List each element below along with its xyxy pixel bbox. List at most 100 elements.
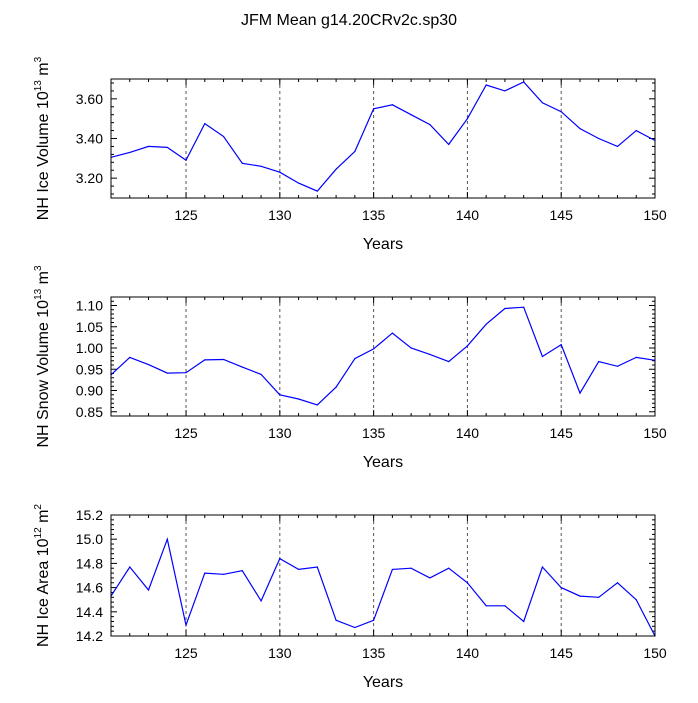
- x-tick-label: 145: [550, 645, 574, 661]
- x-tick-label: 130: [268, 425, 292, 441]
- x-tick-label: 135: [362, 425, 386, 441]
- data-point: [129, 151, 131, 153]
- y-tick-label: 1.00: [76, 340, 103, 356]
- data-point: [598, 137, 600, 140]
- data-point: [598, 596, 600, 598]
- data-point: [204, 572, 206, 574]
- data-point: [279, 171, 281, 173]
- data-point: [222, 358, 225, 361]
- data-point: [354, 626, 356, 629]
- data-point: [222, 135, 225, 138]
- data-point: [185, 159, 187, 161]
- y-tick-label: 3.60: [76, 91, 103, 107]
- data-point: [373, 108, 375, 110]
- data-point: [635, 356, 637, 358]
- data-point: [129, 566, 131, 568]
- data-point: [129, 356, 131, 358]
- data-point: [541, 566, 544, 568]
- x-tick-label: 135: [362, 207, 386, 223]
- y-tick-label: 14.6: [76, 580, 103, 596]
- data-point: [485, 84, 487, 86]
- x-tick-label: 130: [268, 207, 292, 223]
- data-point: [410, 567, 412, 569]
- data-point: [204, 123, 206, 125]
- y-tick-label: 1.10: [76, 298, 103, 314]
- data-point: [185, 372, 187, 374]
- x-axis-title: Years: [363, 236, 403, 253]
- x-tick-label: 150: [643, 207, 667, 223]
- data-point: [448, 567, 450, 569]
- data-point: [241, 162, 243, 164]
- data-point: [260, 600, 262, 602]
- data-point: [279, 557, 281, 560]
- data-point: [204, 359, 206, 361]
- data-point: [391, 332, 393, 334]
- x-tick-label: 150: [643, 645, 667, 661]
- x-tick-label: 150: [643, 425, 667, 441]
- data-point: [147, 589, 150, 591]
- x-tick-label: 135: [362, 645, 386, 661]
- data-point: [560, 111, 562, 113]
- y-tick-label: 15.0: [76, 531, 103, 547]
- data-point: [466, 582, 469, 584]
- series-line: [110, 537, 656, 637]
- data-point: [616, 365, 619, 367]
- data-point: [410, 347, 412, 349]
- x-tick-label: 130: [268, 645, 292, 661]
- data-point: [316, 566, 318, 568]
- data-point: [373, 348, 375, 350]
- y-axis-title: NH Ice Volume 1013 m3: [33, 56, 52, 220]
- data-point: [541, 355, 544, 358]
- data-point: [166, 538, 168, 540]
- data-point: [635, 129, 637, 132]
- data-point: [504, 307, 506, 310]
- data-point: [579, 127, 581, 130]
- data-point: [448, 361, 450, 363]
- data-point: [616, 582, 619, 584]
- data-point: [166, 372, 168, 374]
- data-point: [579, 392, 581, 394]
- data-point: [523, 81, 525, 83]
- series-line: [110, 81, 656, 192]
- x-tick-label: 140: [456, 207, 480, 223]
- x-tick-label: 140: [456, 425, 480, 441]
- data-point: [335, 168, 337, 170]
- data-point: [335, 619, 337, 621]
- data-point: [541, 102, 544, 104]
- data-point: [147, 363, 150, 366]
- panels: 3.20 3.40 3.60 125 130 135 140 145 150 Years NH Ic…: [33, 56, 667, 691]
- data-point: [391, 568, 393, 571]
- data-point: [335, 386, 337, 388]
- data-point: [222, 573, 225, 575]
- data-point: [297, 182, 300, 184]
- y-tick-label: 0.90: [76, 383, 103, 399]
- data-point: [635, 599, 637, 601]
- x-tick-label: 125: [174, 645, 198, 661]
- data-point: [241, 366, 243, 368]
- y-tick-label: 14.8: [76, 555, 103, 571]
- data-point: [429, 353, 431, 355]
- data-point: [429, 124, 431, 126]
- data-point: [260, 373, 262, 375]
- data-point: [466, 345, 469, 347]
- data-point: [166, 146, 168, 149]
- data-point: [579, 595, 581, 597]
- x-tick-label: 140: [456, 645, 480, 661]
- y-tick-label: 1.05: [76, 319, 103, 335]
- x-tick-label: 125: [174, 425, 198, 441]
- data-point: [560, 587, 562, 589]
- data-point: [616, 145, 619, 148]
- data-point: [504, 605, 506, 607]
- data-point: [185, 624, 187, 626]
- data-point: [448, 143, 450, 146]
- x-axis-title: Years: [363, 454, 403, 471]
- data-point: [241, 570, 243, 572]
- data-point: [485, 323, 487, 325]
- data-point: [410, 114, 412, 116]
- data-point: [485, 605, 487, 607]
- data-point: [279, 394, 281, 396]
- data-point: [297, 398, 300, 400]
- data-point: [354, 358, 356, 360]
- chart-title: JFM Mean g14.20CRv2c.sp30: [241, 12, 457, 29]
